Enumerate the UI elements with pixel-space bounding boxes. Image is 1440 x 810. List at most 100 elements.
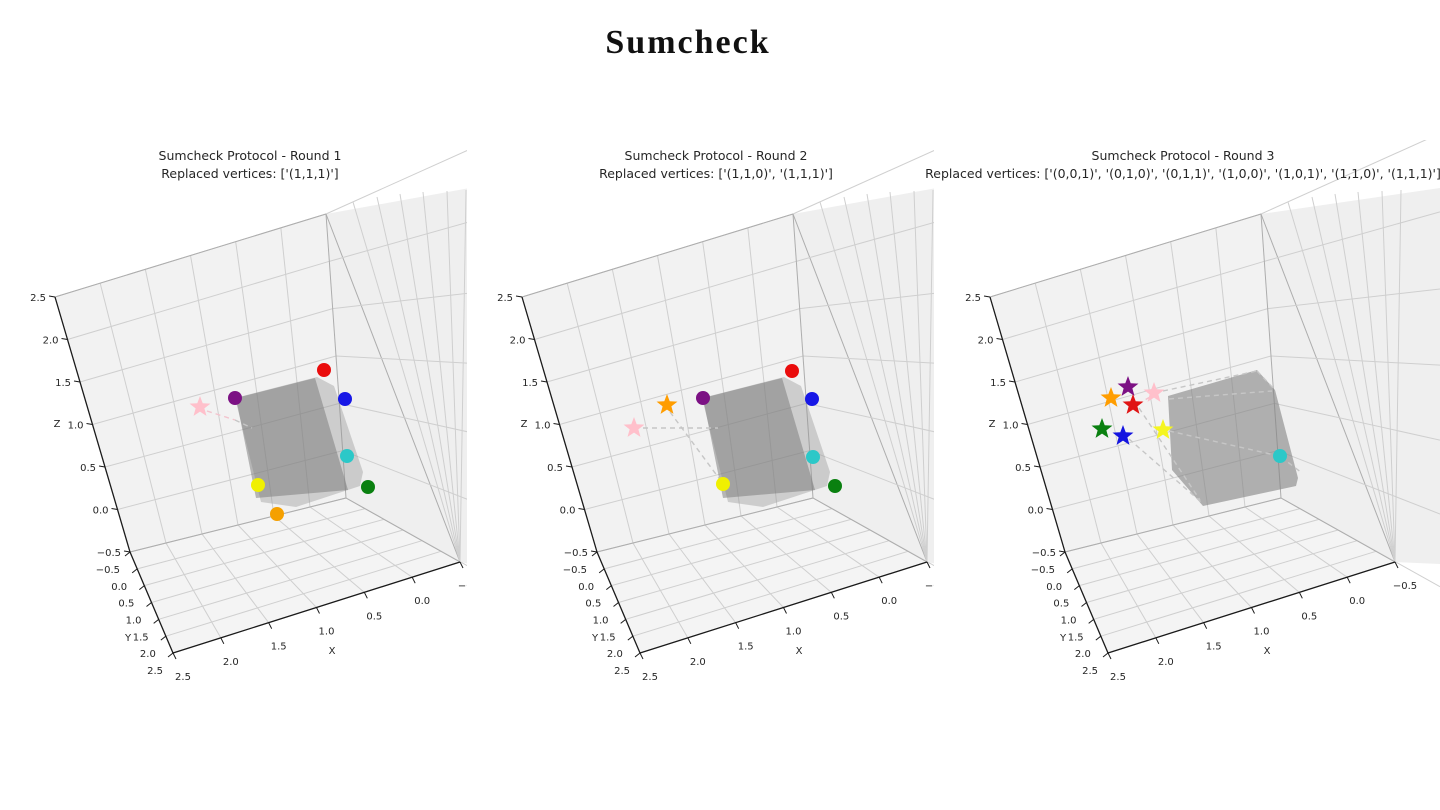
- z-tick-mark: [996, 338, 1003, 340]
- y-tick-label: 0.5: [1053, 599, 1069, 610]
- y-tick-mark: [1081, 602, 1087, 607]
- x-tick-mark: [783, 607, 787, 614]
- right-rung-line: [1260, 140, 1427, 215]
- right-rung-line: [329, 221, 467, 262]
- right-rung-line: [1267, 288, 1440, 310]
- y-tick-mark: [153, 618, 159, 624]
- right-rung-line: [1274, 402, 1440, 441]
- dashed-connector: [1256, 370, 1276, 391]
- y-tick-mark: [1088, 618, 1094, 624]
- dashed-connector: [1128, 438, 1202, 503]
- z-tick-mark: [123, 550, 131, 553]
- y-tick-mark: [634, 652, 641, 658]
- y-tick-mark: [1095, 635, 1102, 641]
- pane-edge-right: [792, 213, 814, 499]
- z-tick-mark: [1058, 550, 1066, 553]
- y-tick-mark: [613, 602, 619, 607]
- right-rung-line: [325, 150, 467, 215]
- x-tick-label: 1.5: [271, 642, 287, 653]
- z-tick-mark: [540, 380, 548, 383]
- x-tick-label: 1.0: [319, 627, 335, 638]
- y-tick-label: 0.0: [578, 582, 594, 593]
- z-tick-mark: [61, 338, 68, 340]
- right-rung-line: [802, 355, 934, 364]
- vertex-marker-blue-dot: [338, 392, 352, 406]
- y-tick-label: 1.0: [593, 616, 609, 627]
- vertex-marker-yellow-dot: [716, 477, 730, 491]
- z-tick-label: 2.5: [30, 293, 46, 304]
- subplot-1-title-line1: Sumcheck Protocol - Round 1: [158, 148, 342, 163]
- floor-grid-b: [1172, 524, 1252, 608]
- right-rung-line: [1264, 211, 1440, 262]
- floor-grid-b: [704, 524, 784, 608]
- x-tick-mark: [1107, 652, 1112, 660]
- right-pane: [1261, 188, 1440, 564]
- floor-grid-b: [165, 542, 222, 639]
- y-tick-mark: [1059, 551, 1066, 557]
- x-tick-mark: [687, 637, 692, 645]
- z-tick-mark: [528, 338, 535, 340]
- vertex-marker-cyan-dot: [806, 450, 820, 464]
- right-fan-line: [1381, 190, 1396, 563]
- pane-edge-top: [54, 213, 327, 298]
- vertex-marker-purple-star: [1117, 376, 1139, 396]
- hypercube-face: [1168, 370, 1298, 506]
- subplot-3-title: Sumcheck Protocol - Round 3 Replaced ver…: [925, 147, 1440, 182]
- right-rung-line: [799, 292, 934, 310]
- x-tick-label: 0.5: [366, 611, 382, 622]
- y-tick-label: −0.5: [563, 565, 587, 576]
- vertex-marker-red-dot: [785, 364, 799, 378]
- z-tick-mark: [48, 295, 56, 298]
- y-tick-mark: [598, 568, 605, 574]
- x-tick-label: 0.5: [1301, 611, 1317, 622]
- x-tick-mark: [172, 652, 177, 660]
- vertex-marker-red-dot: [317, 363, 331, 377]
- floor-grid-b: [273, 515, 365, 593]
- y-tick-mark: [620, 618, 626, 624]
- vertex-marker-purple-dot: [228, 391, 242, 405]
- y-tick-label: 2.0: [140, 649, 156, 660]
- vertex-marker-purple-dot: [696, 391, 710, 405]
- pane-edge-top: [521, 213, 794, 298]
- z-tick-mark: [111, 508, 118, 510]
- y-tick-label: 1.5: [1068, 632, 1084, 643]
- hypercube-face: [236, 378, 348, 498]
- y-tick-mark: [146, 602, 152, 607]
- z-tick-label: 2.0: [510, 336, 526, 347]
- x-tick-mark: [878, 576, 883, 584]
- plot-svg-round-2: 2.5 −0.5 2.5 2.0 0.0 2.0 1.5 0.5 1.5 1.0 1.0 1.0 0.5…: [497, 150, 934, 683]
- plot-canvas-round-3: 2.5 −0.5 2.5 2.0 0.0 2.0 1.5 0.5 1.5 1.0 1.0 1.0 0.5…: [935, 140, 1440, 740]
- right-fan-line: [866, 193, 928, 563]
- plot-canvas-round-2: 2.5 −0.5 2.5 2.0 0.0 2.0 1.5 0.5 1.5 1.0 1.0 1.0 0.5…: [467, 140, 934, 740]
- right-fan-line: [352, 201, 461, 563]
- right-fan-line: [819, 201, 928, 563]
- vertex-marker-green-dot: [361, 480, 375, 494]
- back-grid-v: [144, 269, 203, 535]
- y-tick-mark: [1066, 568, 1073, 574]
- y-tick-mark: [606, 585, 612, 591]
- right-fan-line: [926, 189, 934, 563]
- floor-grid-b: [776, 506, 880, 578]
- subplot-2-title: Sumcheck Protocol - Round 2 Replaced ver…: [599, 147, 833, 182]
- right-fan-line: [1357, 191, 1396, 563]
- z-tick-label: 0.5: [547, 463, 563, 474]
- plot-svg-round-1: 2.5 −0.5 2.5 2.0 0.0 2.0 1.5 0.5 1.5 1.0 1.0 1.0 0.5…: [30, 150, 467, 683]
- y-tick-mark: [1102, 652, 1109, 658]
- z-tick-mark: [1008, 380, 1016, 383]
- subplot-1-title-line2: Replaced vertices: ['(1,1,1)']: [161, 165, 339, 181]
- right-rung-line: [792, 150, 934, 215]
- z-tick-label: 1.0: [68, 421, 84, 432]
- z-tick-label: 0.5: [80, 463, 96, 474]
- plot-canvas-round-1: 2.5 −0.5 2.5 2.0 0.0 2.0 1.5 0.5 1.5 1.0 1.0 1.0 0.5…: [0, 140, 467, 740]
- x-tick-mark: [363, 592, 368, 599]
- y-tick-label: −0.5: [1031, 565, 1055, 576]
- vertex-marker-orange-star: [1100, 387, 1122, 407]
- x-tick-label: 1.0: [1254, 627, 1270, 638]
- y-tick-label: 0.5: [585, 599, 601, 610]
- floor-grid-b: [668, 533, 737, 623]
- x-tick-label: 2.0: [1158, 657, 1174, 668]
- x-tick-mark: [220, 637, 225, 645]
- x-axis-label: X: [329, 646, 336, 657]
- right-rung-line: [796, 221, 934, 262]
- x-tick-mark: [268, 622, 273, 629]
